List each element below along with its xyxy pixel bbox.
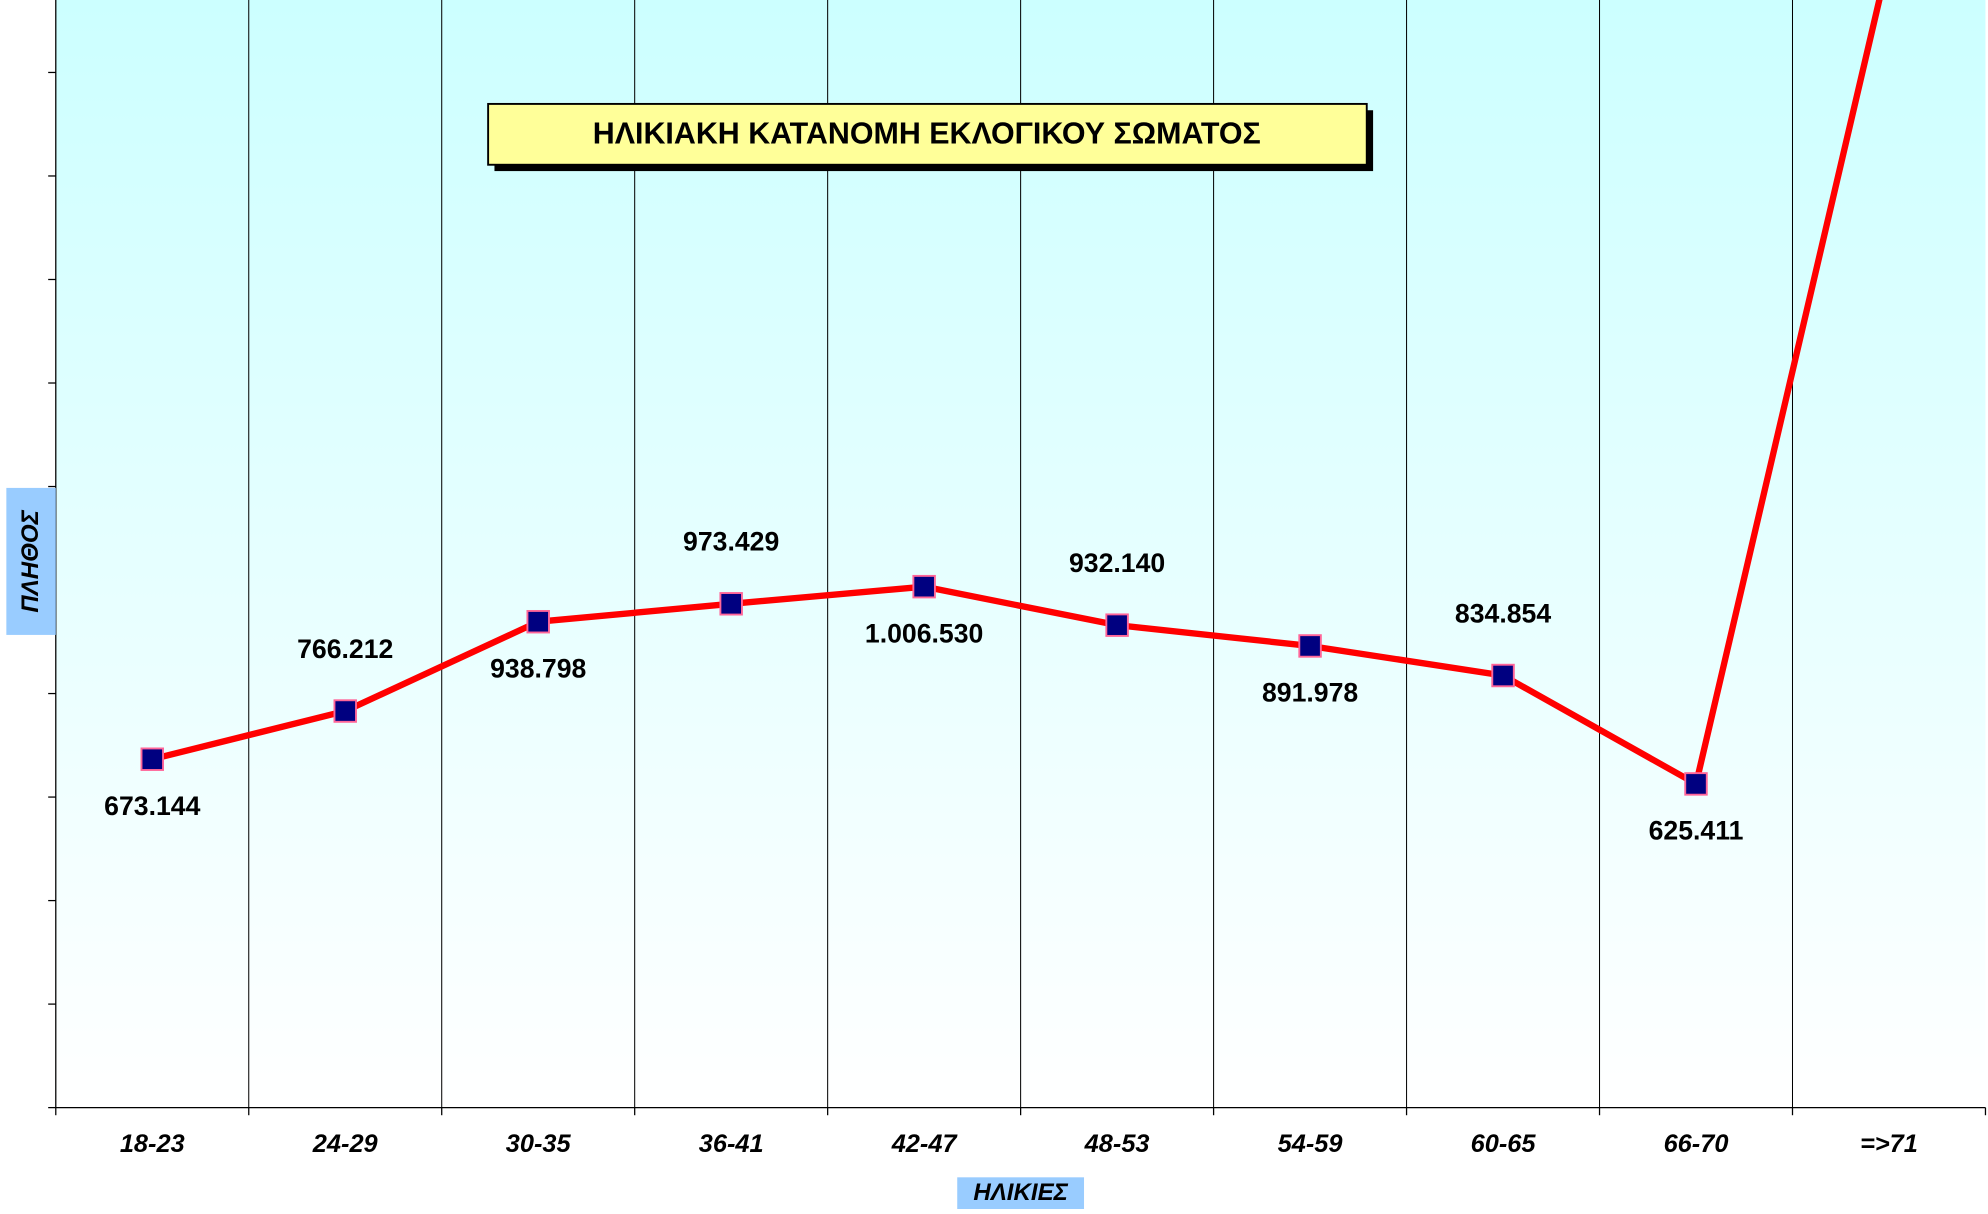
marker	[1491, 663, 1515, 688]
data-label: 932.140	[1069, 548, 1165, 578]
x-tick-label: =>71	[1860, 1130, 1918, 1158]
x-label-box	[957, 1177, 1085, 1209]
data-label: 625.411	[1649, 816, 1744, 846]
chart-title: ΗΛΙΚΙΑΚΗ ΚΑΤΑΝΟΜΗ ΕΚΛΟΓΙΚΟΥ ΣΩΜΑΤΟΣ	[593, 117, 1261, 151]
x-tick-label: 30-35	[506, 1130, 572, 1158]
x-tick-label: 24-29	[312, 1130, 378, 1158]
data-label: 891.978	[1262, 678, 1358, 708]
marker	[140, 747, 164, 771]
marker	[1298, 634, 1322, 658]
data-label: 673.144	[104, 791, 200, 821]
marker	[526, 609, 550, 634]
series-layer	[140, 0, 1883, 796]
x-tick-label: 18-23	[120, 1130, 185, 1158]
x-tick-label: 66-70	[1664, 1130, 1729, 1158]
data-label: 766.212	[297, 634, 393, 664]
data-label: 973.429	[683, 527, 779, 557]
grid	[48, 0, 1987, 1116]
label-layer: 18-23 24-29 30-35 36-41 42-47 48-53 54-59 60-65…	[104, 527, 1918, 1158]
y-label-box	[6, 487, 56, 635]
x-tick-label: 48-53	[1084, 1130, 1150, 1158]
x-tick-label: 36-41	[699, 1130, 764, 1158]
marker	[1105, 613, 1129, 637]
y-axis-label: ΠΛΗΘΟΣ	[17, 509, 44, 612]
x-tick-label: 60-65	[1471, 1130, 1537, 1158]
x-axis-label: ΗΛΙΚΙΕΣ	[973, 1179, 1068, 1206]
x-tick-label: 54-59	[1278, 1130, 1343, 1158]
data-label: 938.798	[490, 653, 586, 683]
data-label: 1.006.530	[865, 618, 983, 648]
data-label: 834.854	[1455, 598, 1551, 628]
series-line	[151, 0, 1883, 788]
marker	[333, 699, 357, 723]
x-tick-label: 42-47	[891, 1130, 959, 1158]
marker	[912, 574, 936, 599]
title-box	[487, 102, 1368, 166]
marker	[1684, 772, 1708, 796]
marker	[719, 592, 743, 616]
